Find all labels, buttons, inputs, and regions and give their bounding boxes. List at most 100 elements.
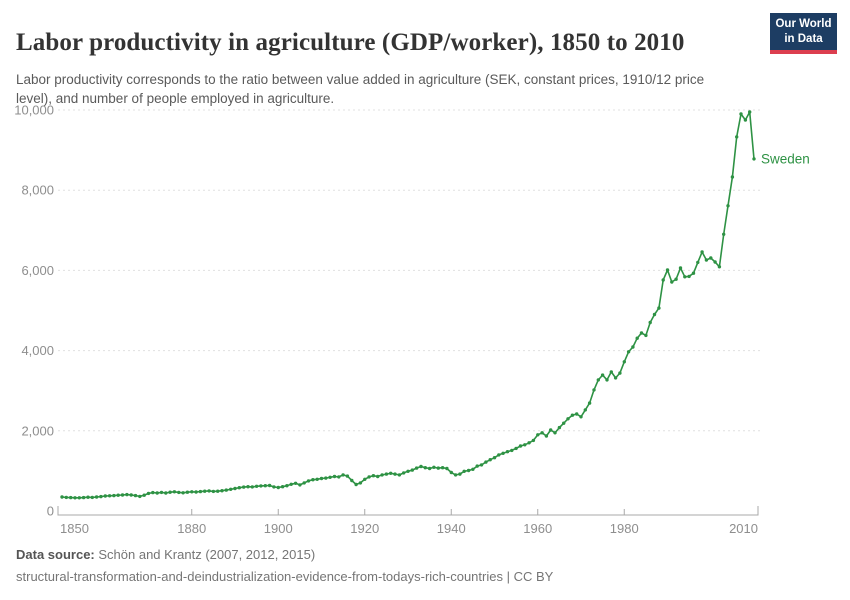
data-point[interactable] [194,490,198,494]
data-point[interactable] [332,474,337,479]
data-point[interactable] [440,466,445,470]
data-point[interactable] [475,464,479,468]
data-point[interactable] [527,441,531,445]
data-point[interactable] [211,489,216,494]
data-point[interactable] [276,485,280,490]
data-point[interactable] [419,464,423,469]
data-point[interactable] [510,448,514,453]
series-line-sweden[interactable] [61,111,755,499]
data-point[interactable] [657,306,661,310]
data-point[interactable] [216,489,220,493]
data-point[interactable] [501,451,505,455]
data-point[interactable] [224,488,228,492]
data-point[interactable] [133,493,138,498]
data-point[interactable] [691,271,696,275]
data-point[interactable] [570,413,575,417]
data-point[interactable] [700,250,704,254]
data-point[interactable] [410,468,414,472]
data-point[interactable] [618,371,622,375]
data-point[interactable] [531,438,536,443]
data-point[interactable] [77,496,82,500]
data-point[interactable] [120,493,125,497]
data-point[interactable] [267,483,272,488]
data-point[interactable] [639,331,644,335]
data-point[interactable] [60,495,64,499]
data-point[interactable] [380,473,384,477]
data-point[interactable] [514,446,518,451]
data-point[interactable] [198,489,203,494]
data-point[interactable] [229,487,233,491]
data-point[interactable] [678,266,683,270]
data-point[interactable] [722,232,726,236]
data-point[interactable] [73,496,77,500]
data-point[interactable] [479,463,484,467]
data-point[interactable] [220,489,224,493]
data-point[interactable] [341,473,345,477]
data-point[interactable] [107,494,112,498]
data-point[interactable] [553,431,557,435]
data-point[interactable] [190,490,194,494]
data-point[interactable] [237,486,241,490]
data-point[interactable] [263,484,267,488]
data-point[interactable] [233,486,237,491]
data-point[interactable] [298,483,302,487]
data-point[interactable] [393,472,397,476]
data-point[interactable] [462,469,466,473]
data-point[interactable] [69,495,73,500]
data-point[interactable] [549,428,553,432]
data-point[interactable] [592,388,596,392]
data-point[interactable] [661,278,665,282]
data-point[interactable] [203,489,207,493]
data-point[interactable] [354,482,358,487]
data-point[interactable] [635,336,639,340]
data-point[interactable] [587,401,592,405]
data-point[interactable] [436,466,440,470]
data-point[interactable] [453,473,458,477]
data-point[interactable] [168,490,172,494]
data-point[interactable] [449,470,453,475]
data-point[interactable] [652,312,657,317]
data-point[interactable] [605,378,609,382]
data-point[interactable] [518,444,523,448]
data-point[interactable] [523,443,527,447]
data-point[interactable] [704,258,709,262]
data-point[interactable] [575,412,579,416]
data-point[interactable] [328,475,332,479]
data-point[interactable] [94,495,99,499]
data-point[interactable] [622,360,626,364]
data-point[interactable] [125,492,129,497]
data-point[interactable] [743,118,748,122]
data-point[interactable] [648,320,652,325]
data-point[interactable] [583,408,587,412]
data-point[interactable] [631,345,635,349]
data-point[interactable] [367,475,371,479]
data-point[interactable] [345,474,350,478]
data-point[interactable] [670,280,674,284]
data-point[interactable] [683,275,687,279]
data-point[interactable] [185,490,190,494]
data-point[interactable] [492,456,497,460]
data-point[interactable] [613,376,618,380]
data-point[interactable] [337,475,341,479]
data-point[interactable] [371,474,376,478]
data-point[interactable] [129,493,133,497]
data-point[interactable] [397,473,402,477]
data-point[interactable] [445,466,449,471]
data-point[interactable] [748,110,752,114]
data-point[interactable] [103,494,108,498]
data-point[interactable] [242,485,246,489]
data-point[interactable] [302,481,306,485]
data-point[interactable] [600,373,605,377]
data-point[interactable] [363,477,367,481]
data-point[interactable] [536,433,540,437]
data-point[interactable] [566,417,570,421]
data-point[interactable] [544,434,549,438]
data-point[interactable] [726,204,730,208]
data-point[interactable] [427,466,432,471]
data-point[interactable] [142,493,146,497]
data-point[interactable] [596,378,600,382]
data-point[interactable] [246,485,250,489]
data-point[interactable] [207,489,211,493]
data-point[interactable] [181,491,185,495]
